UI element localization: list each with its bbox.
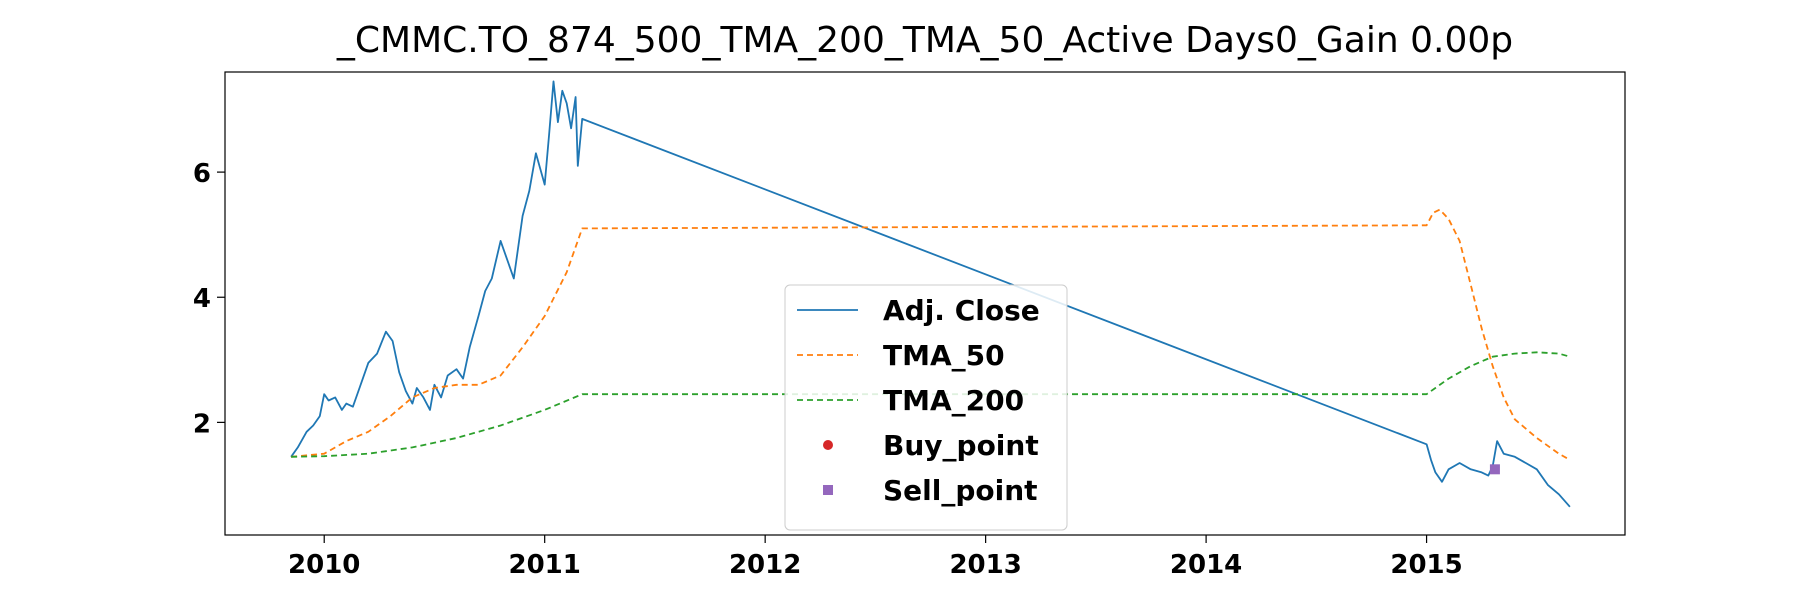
series-line-adj-close <box>290 80 1571 508</box>
x-tick-label: 2010 <box>288 550 360 580</box>
x-tick-label: 2015 <box>1390 550 1462 580</box>
x-tick-label: 2012 <box>729 550 801 580</box>
x-tick-label: 2013 <box>949 550 1021 580</box>
legend-label-adj-close: Adj. Close <box>883 294 1040 327</box>
plot-area <box>224 71 1626 536</box>
y-tick-label: 2 <box>193 409 211 439</box>
legend-label-sell-point: Sell_point <box>883 474 1038 507</box>
legend-swatch-sell-point <box>823 485 833 495</box>
legend-label-tma-200: TMA_200 <box>883 384 1024 417</box>
legend-swatch-buy-point <box>823 440 833 450</box>
x-axis: 2010 2011 2012 2013 2014 2015 <box>288 535 1463 580</box>
x-tick-label: 2011 <box>508 550 580 580</box>
legend-label-buy-point: Buy_point <box>883 429 1039 462</box>
legend-box <box>784 284 1068 531</box>
series-line-tma-50 <box>291 208 1571 461</box>
chart-title: _CMMC.TO_874_500_TMA_200_TMA_50_Active D… <box>336 20 1513 61</box>
legend: Adj. Close TMA_50 TMA_200 Buy_point Sell_poi… <box>784 284 1068 531</box>
x-tick-label: 2014 <box>1170 550 1242 580</box>
sell-point-marker <box>1489 464 1500 475</box>
legend-label-tma-50: TMA_50 <box>883 339 1005 372</box>
y-tick-label: 4 <box>193 284 211 314</box>
y-tick-label: 6 <box>193 159 211 189</box>
y-axis: 2 4 6 <box>193 159 225 439</box>
